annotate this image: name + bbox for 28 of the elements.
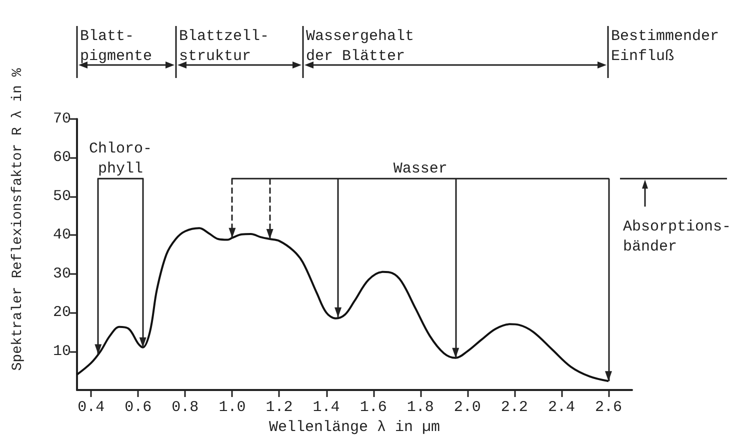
text: Blattzell- struktur	[179, 28, 270, 65]
x-tick-label: 2.4	[548, 399, 575, 416]
text: Bestimmender Einfluß	[611, 28, 720, 65]
annotation: Wasser	[393, 160, 448, 178]
y-tick-label: 10	[52, 342, 71, 360]
y-tick-label: 50	[52, 188, 71, 205]
y-axis-title: Spektraler Reflexionsfaktor R λ in %	[10, 68, 26, 371]
annotation: Chloro- phyll	[89, 140, 152, 178]
x-tick-label: 1.2	[266, 399, 293, 416]
y-tick-label: 30	[52, 265, 71, 282]
x-axis-title: Wellenlänge λ in µm	[268, 419, 440, 436]
x-tick-label: 1.0	[218, 399, 246, 416]
text: Wassergehalt der Blätter	[306, 28, 414, 65]
x-tick-label: 0.8	[172, 399, 199, 416]
x-tick-label: 1.8	[406, 399, 434, 416]
x-tick-label: 1.6	[360, 399, 387, 416]
text: Blatt- pigmente	[80, 28, 152, 65]
annotation: Absorptions- bänder	[623, 218, 732, 256]
x-tick-label: 2.6	[594, 399, 622, 416]
x-tick-label: 1.4	[312, 399, 340, 416]
y-tick-label: 20	[52, 304, 71, 322]
y-tick-label: 60	[52, 149, 71, 166]
y-tick-label: 40	[52, 226, 71, 244]
y-tick-label: 70	[52, 110, 71, 128]
x-tick-label: 2.2	[500, 399, 528, 416]
x-tick-label: 2.0	[454, 399, 481, 416]
x-tick-label: 0.4	[78, 399, 105, 416]
x-tick-label: 0.6	[124, 399, 152, 416]
